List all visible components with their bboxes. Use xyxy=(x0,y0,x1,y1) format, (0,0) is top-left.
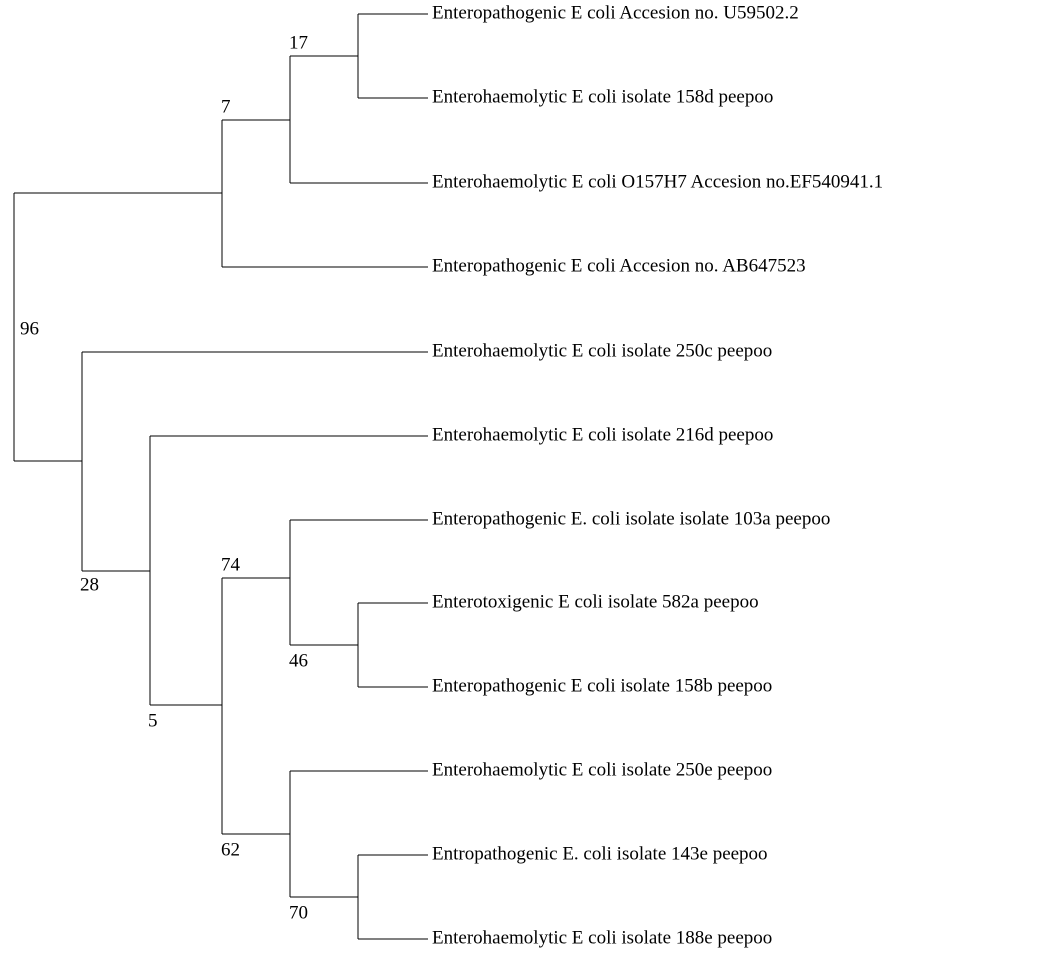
bootstrap-value: 17 xyxy=(289,32,308,53)
bootstrap-value: 28 xyxy=(80,574,99,595)
leaf-label: Entropathogenic E. coli isolate 143e pee… xyxy=(432,843,768,864)
leaf-label: Enterohaemolytic E coli isolate 188e pee… xyxy=(432,927,772,948)
leaf-label: Enterohaemolytic E coli isolate 250c pee… xyxy=(432,340,772,361)
bootstrap-value: 7 xyxy=(221,96,231,117)
leaf-label: Enterohaemolytic E coli O157H7 Accesion … xyxy=(432,171,883,192)
branch xyxy=(289,770,428,898)
bootstrap-labels: 17 7 96 28 74 46 5 62 70 xyxy=(20,32,308,923)
leaf-label: Enteropathogenic E coli Accesion no. AB6… xyxy=(432,255,806,276)
bootstrap-value: 70 xyxy=(289,902,308,923)
branch xyxy=(149,435,428,706)
branch xyxy=(221,119,428,268)
leaf-label: Enterohaemolytic E coli isolate 250e pee… xyxy=(432,759,772,780)
bootstrap-value: 96 xyxy=(20,318,39,339)
leaf-label: Enterotoxigenic E coli isolate 582a peep… xyxy=(432,591,759,612)
branch xyxy=(289,55,428,184)
bootstrap-value: 46 xyxy=(289,650,308,671)
bootstrap-value: 62 xyxy=(221,839,240,860)
branch xyxy=(13,192,222,462)
branch xyxy=(357,13,428,99)
branch xyxy=(357,854,428,940)
bootstrap-value: 74 xyxy=(221,554,241,575)
leaf-label: Enteropathogenic E coli Accesion no. U59… xyxy=(432,2,799,23)
leaf-label: Enteropathogenic E coli isolate 158b pee… xyxy=(432,675,772,696)
leaf-label: Enteropathogenic E. coli isolate isolate… xyxy=(432,508,830,529)
branch xyxy=(289,519,428,646)
leaf-label: Enterohaemolytic E coli isolate 216d pee… xyxy=(432,424,773,445)
branch xyxy=(221,577,290,835)
branch xyxy=(357,602,428,688)
bootstrap-value: 5 xyxy=(148,710,158,731)
branch xyxy=(81,351,428,572)
branches xyxy=(13,13,428,940)
leaf-label: Enterohaemolytic E coli isolate 158d pee… xyxy=(432,86,773,107)
leaf-labels: Enteropathogenic E coli Accesion no. U59… xyxy=(432,2,883,948)
